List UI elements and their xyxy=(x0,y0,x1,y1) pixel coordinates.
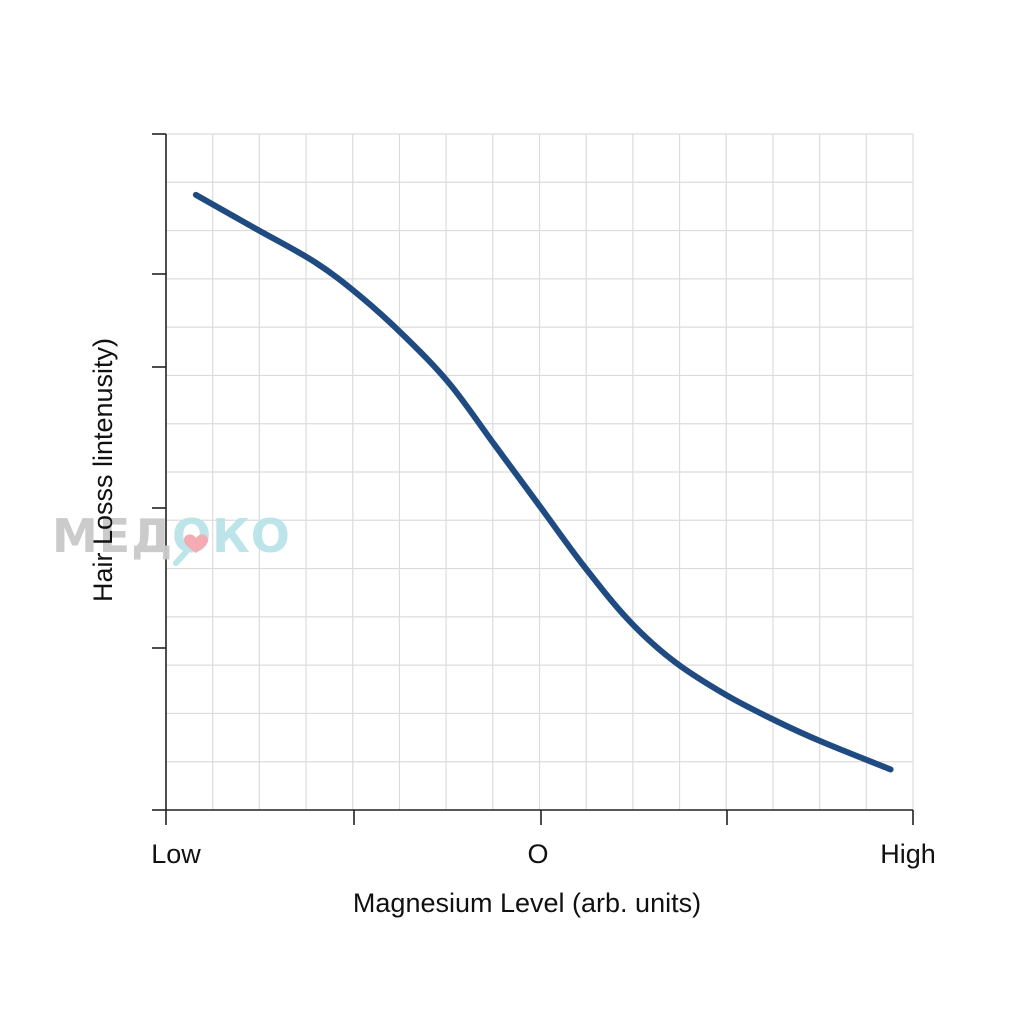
x-tick-label: High xyxy=(880,839,936,869)
watermark-heart-icon xyxy=(184,534,208,553)
series-layer xyxy=(192,191,894,773)
watermark-logo: МЕД ОКО xyxy=(52,509,290,566)
watermark-text-left: МЕД xyxy=(52,509,173,563)
watermark-magnifier-icon xyxy=(173,549,189,566)
grid xyxy=(166,133,914,810)
y-ticks xyxy=(152,133,166,811)
x-ticks: Low O High xyxy=(151,810,936,869)
y-axis-title: Hair Losss lintenusity) xyxy=(88,338,118,602)
axes xyxy=(165,134,913,811)
x-tick-label: Low xyxy=(151,839,201,869)
x-tick-label: O xyxy=(527,839,548,869)
series-line xyxy=(192,191,894,773)
x-axis-title: Magnesium Level (arb. units) xyxy=(353,888,701,918)
